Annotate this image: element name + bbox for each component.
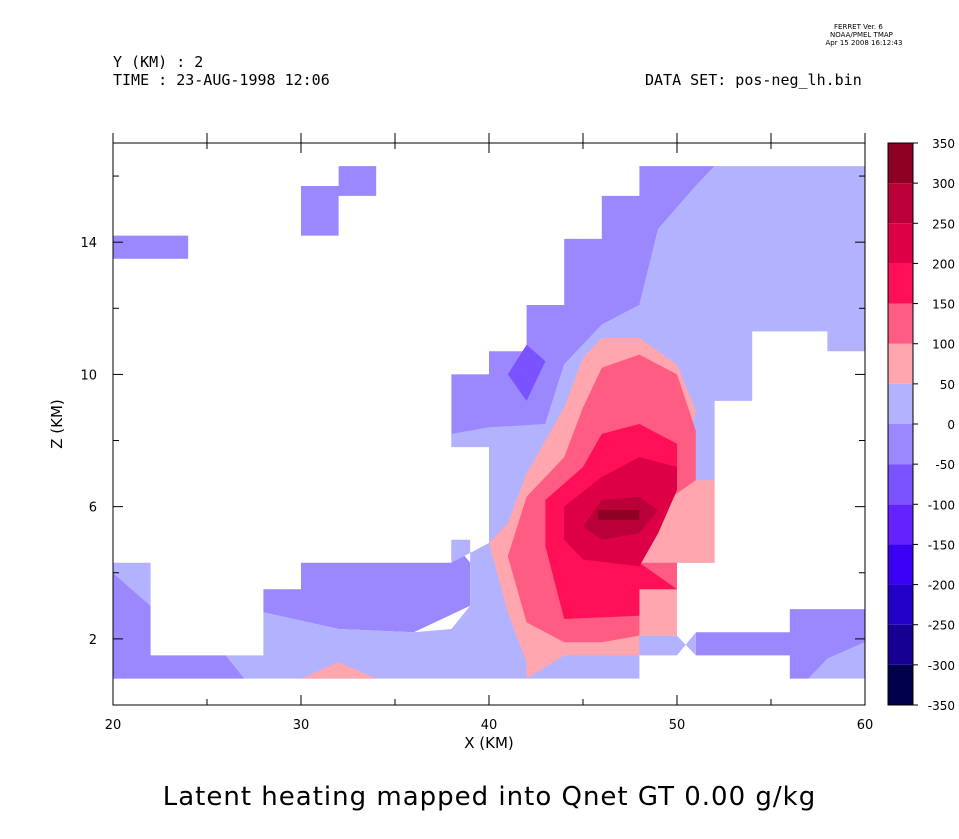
colorbar-label: -150 [928, 538, 955, 552]
x-tick-label: 30 [293, 718, 310, 733]
contour-region-9 [789, 642, 865, 679]
colorbar-swatch [888, 584, 913, 625]
colorbar-label: 250 [932, 217, 955, 231]
colorbar-swatch [888, 664, 913, 705]
x-tick-label: 40 [481, 718, 498, 733]
colorbar-swatch [888, 504, 913, 545]
colorbar-label: 50 [940, 378, 955, 392]
y-tick-label: 2 [89, 633, 97, 648]
colorbar-label: -100 [928, 498, 955, 512]
colorbar-label: -350 [928, 699, 955, 713]
timestamp-label: Apr 15 2008 16:12:43 [825, 39, 903, 47]
colorbar-label: 300 [932, 177, 955, 191]
colorbar-swatch [888, 183, 913, 224]
colorbar-swatch [888, 624, 913, 665]
y-tick-label: 14 [80, 236, 97, 251]
ferret-version-label: FERRET Ver. 6 [834, 23, 883, 31]
contour-region-7 [113, 562, 151, 606]
contour-region-0 [113, 572, 245, 679]
colorbar-swatch [888, 424, 913, 465]
colorbar-swatch [888, 544, 913, 585]
x-tick-label: 50 [669, 718, 686, 733]
colorbar-swatch [888, 303, 913, 344]
x-tick-label: 60 [857, 718, 874, 733]
colorbar-label: 0 [947, 418, 955, 432]
colorbar-swatch [888, 263, 913, 304]
contour-region-2 [301, 166, 377, 236]
colorbar: -350 -300 -250 -200 -150 -100 -50 0 50 100 150 200 2… [887, 137, 955, 713]
colorbar-label: -300 [928, 659, 955, 673]
contour-region-6 [507, 344, 546, 401]
colorbar-swatch [888, 383, 913, 424]
colorbar-label: 350 [932, 137, 955, 151]
colorbar-label: 100 [932, 338, 955, 352]
filled-contour-layer [113, 166, 866, 679]
colorbar-label: -200 [928, 579, 955, 593]
x-tick-label: 20 [105, 718, 122, 733]
contour-region-3 [263, 539, 471, 633]
contour-region-10 [301, 662, 377, 679]
y-tick-label: 6 [89, 501, 97, 516]
colorbar-label: -250 [928, 619, 955, 633]
colorbar-label: -50 [935, 458, 955, 472]
contour-region-5 [695, 609, 865, 679]
contour-region-16 [598, 510, 640, 520]
contour-region-1 [113, 235, 189, 259]
colorbar-label: 200 [932, 257, 955, 271]
colorbar-swatch [888, 343, 913, 384]
y-slice-label: Y (KM) : 2 [113, 53, 204, 71]
chart-title: Latent heating mapped into Qnet GT 0.00 … [162, 782, 817, 812]
dataset-label: DATA SET: pos-neg_lh.bin [645, 71, 862, 89]
colorbar-swatch [888, 464, 913, 505]
y-axis-label: Z (KM) [48, 399, 66, 449]
colorbar-swatch [888, 143, 913, 184]
lab-label: NOAA/PMEL TMAP [830, 31, 893, 39]
colorbar-swatch [888, 223, 913, 264]
time-label: TIME : 23-AUG-1998 12:06 [113, 71, 330, 89]
x-axis-label: X (KM) [464, 734, 514, 752]
colorbar-label: 150 [932, 298, 955, 312]
plot-axes: 20 30 40 50 60 2 6 10 14 X (KM) Z (KM) [48, 133, 873, 752]
y-tick-label: 10 [80, 368, 97, 383]
